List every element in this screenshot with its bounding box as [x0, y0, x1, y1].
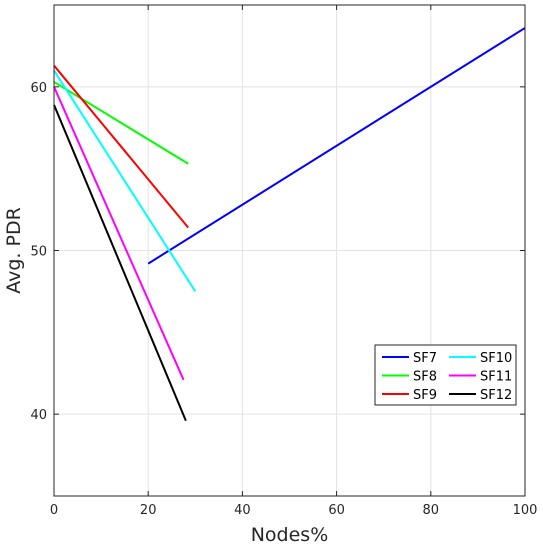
x-axis-label: Nodes% — [251, 524, 329, 546]
grid-lines — [53, 5, 526, 496]
series-line-sf7 — [147, 27, 526, 265]
series-line-sf10 — [53, 69, 197, 292]
legend-label-sf10: SF10 — [480, 351, 512, 366]
x-tick-label: 20 — [140, 503, 157, 518]
x-tick-label: 80 — [423, 503, 440, 518]
legend: SF7 SF8 SF9 SF10 SF11 SF12 — [374, 344, 517, 406]
axis-ticks: 0 20 40 60 80 100 40 50 60 — [30, 5, 537, 518]
x-tick-label: 60 — [328, 503, 345, 518]
x-tick-label: 0 — [50, 503, 58, 518]
legend-label-sf11: SF11 — [480, 370, 512, 385]
legend-label-sf12: SF12 — [480, 388, 512, 403]
legend-label-sf7: SF7 — [413, 351, 437, 366]
series-line-sf12 — [53, 104, 187, 422]
series-line-sf9 — [53, 64, 190, 229]
legend-label-sf9: SF9 — [413, 388, 437, 403]
series-lines — [53, 27, 526, 422]
x-tick-label: 40 — [234, 503, 251, 518]
y-tick-label: 60 — [30, 81, 47, 96]
x-tick-label: 100 — [513, 503, 538, 518]
y-tick-label: 50 — [30, 245, 47, 260]
series-line-sf8 — [53, 81, 189, 165]
legend-label-sf8: SF8 — [413, 370, 437, 385]
y-axis-label: Avg. PDR — [3, 207, 25, 294]
y-tick-label: 40 — [30, 408, 47, 423]
series-line-sf11 — [53, 86, 185, 381]
